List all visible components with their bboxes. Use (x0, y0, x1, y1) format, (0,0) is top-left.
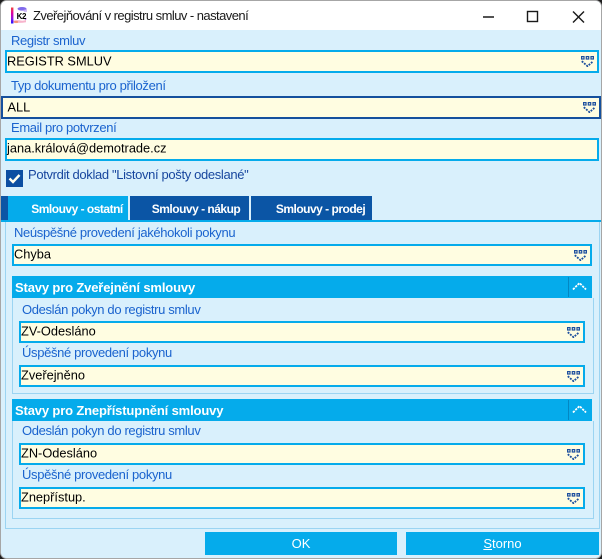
svg-text:K2: K2 (17, 12, 27, 21)
